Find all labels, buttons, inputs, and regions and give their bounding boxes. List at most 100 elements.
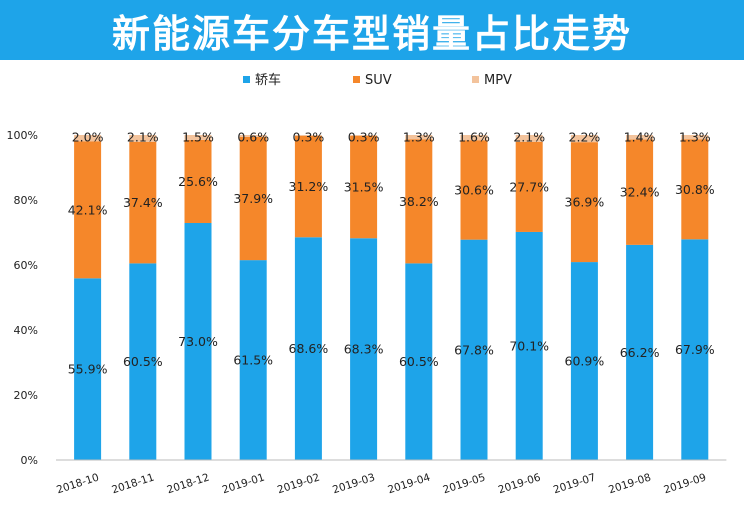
stacked-bar-chart: 轿车 SUV MPV 0% 20% 40% 60% 80% 100% 55.9% 42.1% 2.…	[7, 72, 727, 496]
bar-0-1	[129, 263, 157, 460]
value-label-0-11: 67.9%	[675, 342, 715, 357]
bar-2-2	[184, 135, 212, 140]
y-tick-label: 20%	[14, 389, 38, 402]
y-tick-label: 80%	[14, 194, 38, 207]
bar-0-11	[681, 239, 709, 460]
value-label-0-8: 70.1%	[509, 338, 549, 353]
bar-1-8	[515, 141, 543, 232]
value-label-0-5: 68.3%	[344, 342, 384, 357]
bar-2-7	[460, 135, 488, 141]
bar-0-5	[350, 238, 378, 460]
x-tick-label: 2019-08	[607, 471, 652, 496]
legend: 轿车 SUV MPV	[243, 72, 512, 88]
bar-2-9	[570, 135, 598, 143]
value-label-0-7: 67.8%	[454, 342, 494, 357]
value-label-1-9: 36.9%	[565, 195, 605, 210]
bar-1-4	[294, 135, 322, 238]
bar-2-10	[626, 135, 654, 140]
x-tick-label: 2019-07	[552, 471, 597, 496]
value-label-0-10: 66.2%	[620, 345, 660, 360]
bar-1-10	[626, 139, 654, 245]
value-label-0-0: 55.9%	[68, 362, 108, 377]
value-label-1-5: 31.5%	[344, 180, 384, 195]
value-label-2-1: 2.1%	[127, 130, 159, 145]
x-tick-label: 2018-10	[55, 471, 100, 496]
value-label-2-0: 2.0%	[72, 130, 104, 145]
y-tick-label: 100%	[7, 129, 38, 142]
value-label-2-4: 0.3%	[293, 130, 325, 145]
chart-title: 新能源车分车型销量占比走势	[111, 11, 632, 56]
value-label-1-4: 31.2%	[289, 179, 329, 194]
bar-1-7	[460, 140, 488, 240]
value-label-0-1: 60.5%	[123, 354, 163, 369]
bar-2-11	[681, 135, 709, 140]
value-label-2-10: 1.4%	[624, 130, 656, 145]
bar-1-11	[681, 139, 709, 240]
x-tick-label: 2018-11	[110, 471, 155, 496]
legend-swatch-1	[353, 76, 360, 83]
x-axis: 2018-10 2018-11 2018-12 2019-01 2019-02 2019-…	[55, 459, 727, 496]
value-label-2-3: 0.6%	[237, 130, 269, 145]
value-label-1-3: 37.9%	[233, 191, 273, 206]
x-tick-label: 2019-01	[221, 471, 266, 496]
value-label-1-7: 30.6%	[454, 182, 494, 197]
legend-label-1: SUV	[365, 73, 392, 88]
bar-0-6	[405, 263, 433, 460]
y-axis: 0% 20% 40% 60% 80% 100%	[7, 129, 38, 467]
value-label-2-7: 1.6%	[458, 130, 490, 145]
title-banner: 新能源车分车型销量占比走势	[0, 0, 744, 60]
bar-1-1	[129, 141, 157, 264]
value-label-0-2: 73.0%	[178, 334, 218, 349]
bar-0-9	[570, 262, 598, 460]
value-label-2-11: 1.3%	[679, 130, 711, 145]
value-label-0-9: 60.9%	[565, 354, 605, 369]
x-tick-label: 2018-12	[165, 471, 210, 496]
legend-label-2: MPV	[484, 73, 512, 88]
bar-0-10	[626, 244, 654, 460]
value-label-0-3: 61.5%	[233, 353, 273, 368]
bar-1-5	[350, 135, 378, 239]
value-label-2-9: 2.2%	[569, 130, 601, 145]
value-label-2-6: 1.3%	[403, 130, 435, 145]
value-label-1-6: 38.2%	[399, 194, 439, 209]
value-label-2-2: 1.5%	[182, 130, 214, 145]
x-tick-label: 2019-05	[441, 471, 486, 496]
bar-0-0	[74, 278, 102, 460]
value-label-0-4: 68.6%	[289, 341, 329, 356]
bar-2-8	[515, 135, 543, 142]
bar-0-4	[294, 237, 322, 460]
bar-0-8	[515, 231, 543, 460]
bar-2-3	[239, 135, 267, 137]
bar-2-4	[294, 135, 322, 136]
bar-1-9	[570, 142, 598, 263]
legend-swatch-2	[472, 76, 479, 83]
x-tick-label: 2019-04	[386, 471, 432, 496]
value-label-1-0: 42.1%	[68, 202, 108, 217]
bar-1-6	[405, 139, 433, 264]
value-label-0-6: 60.5%	[399, 354, 439, 369]
bar-1-2	[184, 139, 212, 223]
value-label-2-8: 2.1%	[513, 130, 545, 145]
bar-1-0	[74, 141, 102, 279]
bar-2-0	[74, 135, 102, 142]
y-tick-label: 60%	[14, 259, 38, 272]
bar-1-3	[239, 136, 267, 261]
bar-2-5	[350, 135, 378, 136]
y-tick-label: 0%	[21, 454, 38, 467]
bar-2-6	[405, 135, 433, 140]
bar-2-1	[129, 135, 157, 142]
y-tick-label: 40%	[14, 324, 38, 337]
value-label-2-5: 0.3%	[348, 130, 380, 145]
value-label-1-1: 37.4%	[123, 195, 163, 210]
value-label-1-2: 25.6%	[178, 174, 218, 189]
x-tick-label: 2019-06	[497, 471, 543, 496]
x-tick-label: 2019-03	[331, 471, 376, 496]
value-label-1-11: 30.8%	[675, 182, 715, 197]
bars: 55.9% 42.1% 2.0% 60.5% 37.4% 2.1% 73.0% 25.6% 1.…	[68, 130, 715, 460]
bar-0-7	[460, 239, 488, 460]
legend-label-0: 轿车	[255, 72, 281, 88]
x-tick-label: 2019-02	[276, 471, 321, 496]
bar-0-3	[239, 260, 267, 460]
x-tick-label: 2019-09	[662, 471, 707, 496]
value-label-1-8: 27.7%	[509, 179, 549, 194]
